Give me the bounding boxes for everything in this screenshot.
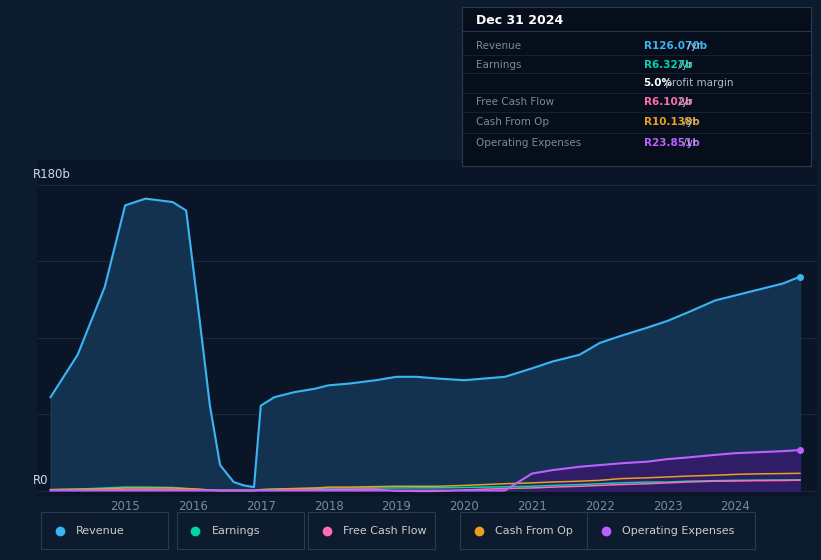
Text: /yr: /yr [685, 41, 702, 51]
Text: R10.138b: R10.138b [644, 118, 699, 128]
Text: 5.0%: 5.0% [644, 78, 672, 88]
Text: Free Cash Flow: Free Cash Flow [343, 526, 427, 535]
Text: Cash From Op: Cash From Op [476, 118, 549, 128]
Text: profit margin: profit margin [662, 78, 733, 88]
Bar [308, 512, 435, 549]
Text: /yr: /yr [676, 97, 693, 108]
Text: Free Cash Flow: Free Cash Flow [476, 97, 554, 108]
Text: Dec 31 2024: Dec 31 2024 [476, 14, 563, 27]
Text: /yr: /yr [680, 138, 697, 148]
Text: R6.102b: R6.102b [644, 97, 692, 108]
Text: Revenue: Revenue [76, 526, 125, 535]
Text: R180b: R180b [33, 168, 71, 181]
Bar [41, 512, 168, 549]
Bar [587, 512, 755, 549]
Text: R0: R0 [33, 474, 48, 487]
Text: Cash From Op: Cash From Op [495, 526, 573, 535]
Text: Earnings: Earnings [212, 526, 260, 535]
Text: Operating Expenses: Operating Expenses [476, 138, 581, 148]
Text: R23.851b: R23.851b [644, 138, 699, 148]
Text: R6.327b: R6.327b [644, 60, 692, 70]
Text: /yr: /yr [680, 118, 697, 128]
Text: R126.070b: R126.070b [644, 41, 707, 51]
Text: /yr: /yr [676, 60, 693, 70]
Text: Revenue: Revenue [476, 41, 521, 51]
Text: Earnings: Earnings [476, 60, 521, 70]
Bar [460, 512, 587, 549]
Bar [177, 512, 304, 549]
Text: Operating Expenses: Operating Expenses [622, 526, 735, 535]
